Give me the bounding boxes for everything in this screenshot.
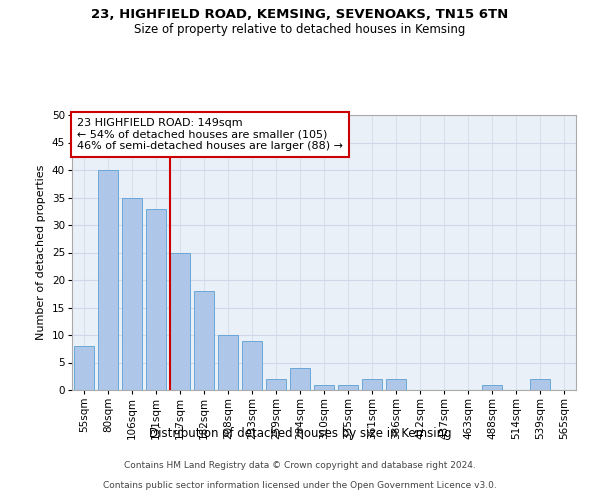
Text: Contains public sector information licensed under the Open Government Licence v3: Contains public sector information licen… [103, 481, 497, 490]
Bar [146, 208, 166, 390]
Bar [122, 198, 142, 390]
Bar [98, 170, 118, 390]
Bar [386, 379, 406, 390]
Text: Contains HM Land Registry data © Crown copyright and database right 2024.: Contains HM Land Registry data © Crown c… [124, 461, 476, 470]
Text: 23, HIGHFIELD ROAD, KEMSING, SEVENOAKS, TN15 6TN: 23, HIGHFIELD ROAD, KEMSING, SEVENOAKS, … [91, 8, 509, 20]
Bar [266, 379, 286, 390]
Bar [218, 335, 238, 390]
Bar [362, 379, 382, 390]
Bar [290, 368, 310, 390]
Text: Distribution of detached houses by size in Kemsing: Distribution of detached houses by size … [149, 428, 451, 440]
Bar [194, 291, 214, 390]
Bar [74, 346, 94, 390]
Bar [314, 384, 334, 390]
Y-axis label: Number of detached properties: Number of detached properties [36, 165, 46, 340]
Text: Size of property relative to detached houses in Kemsing: Size of property relative to detached ho… [134, 22, 466, 36]
Bar [170, 252, 190, 390]
Bar [242, 340, 262, 390]
Text: 23 HIGHFIELD ROAD: 149sqm
← 54% of detached houses are smaller (105)
46% of semi: 23 HIGHFIELD ROAD: 149sqm ← 54% of detac… [77, 118, 343, 151]
Bar [338, 384, 358, 390]
Bar [530, 379, 550, 390]
Bar [482, 384, 502, 390]
